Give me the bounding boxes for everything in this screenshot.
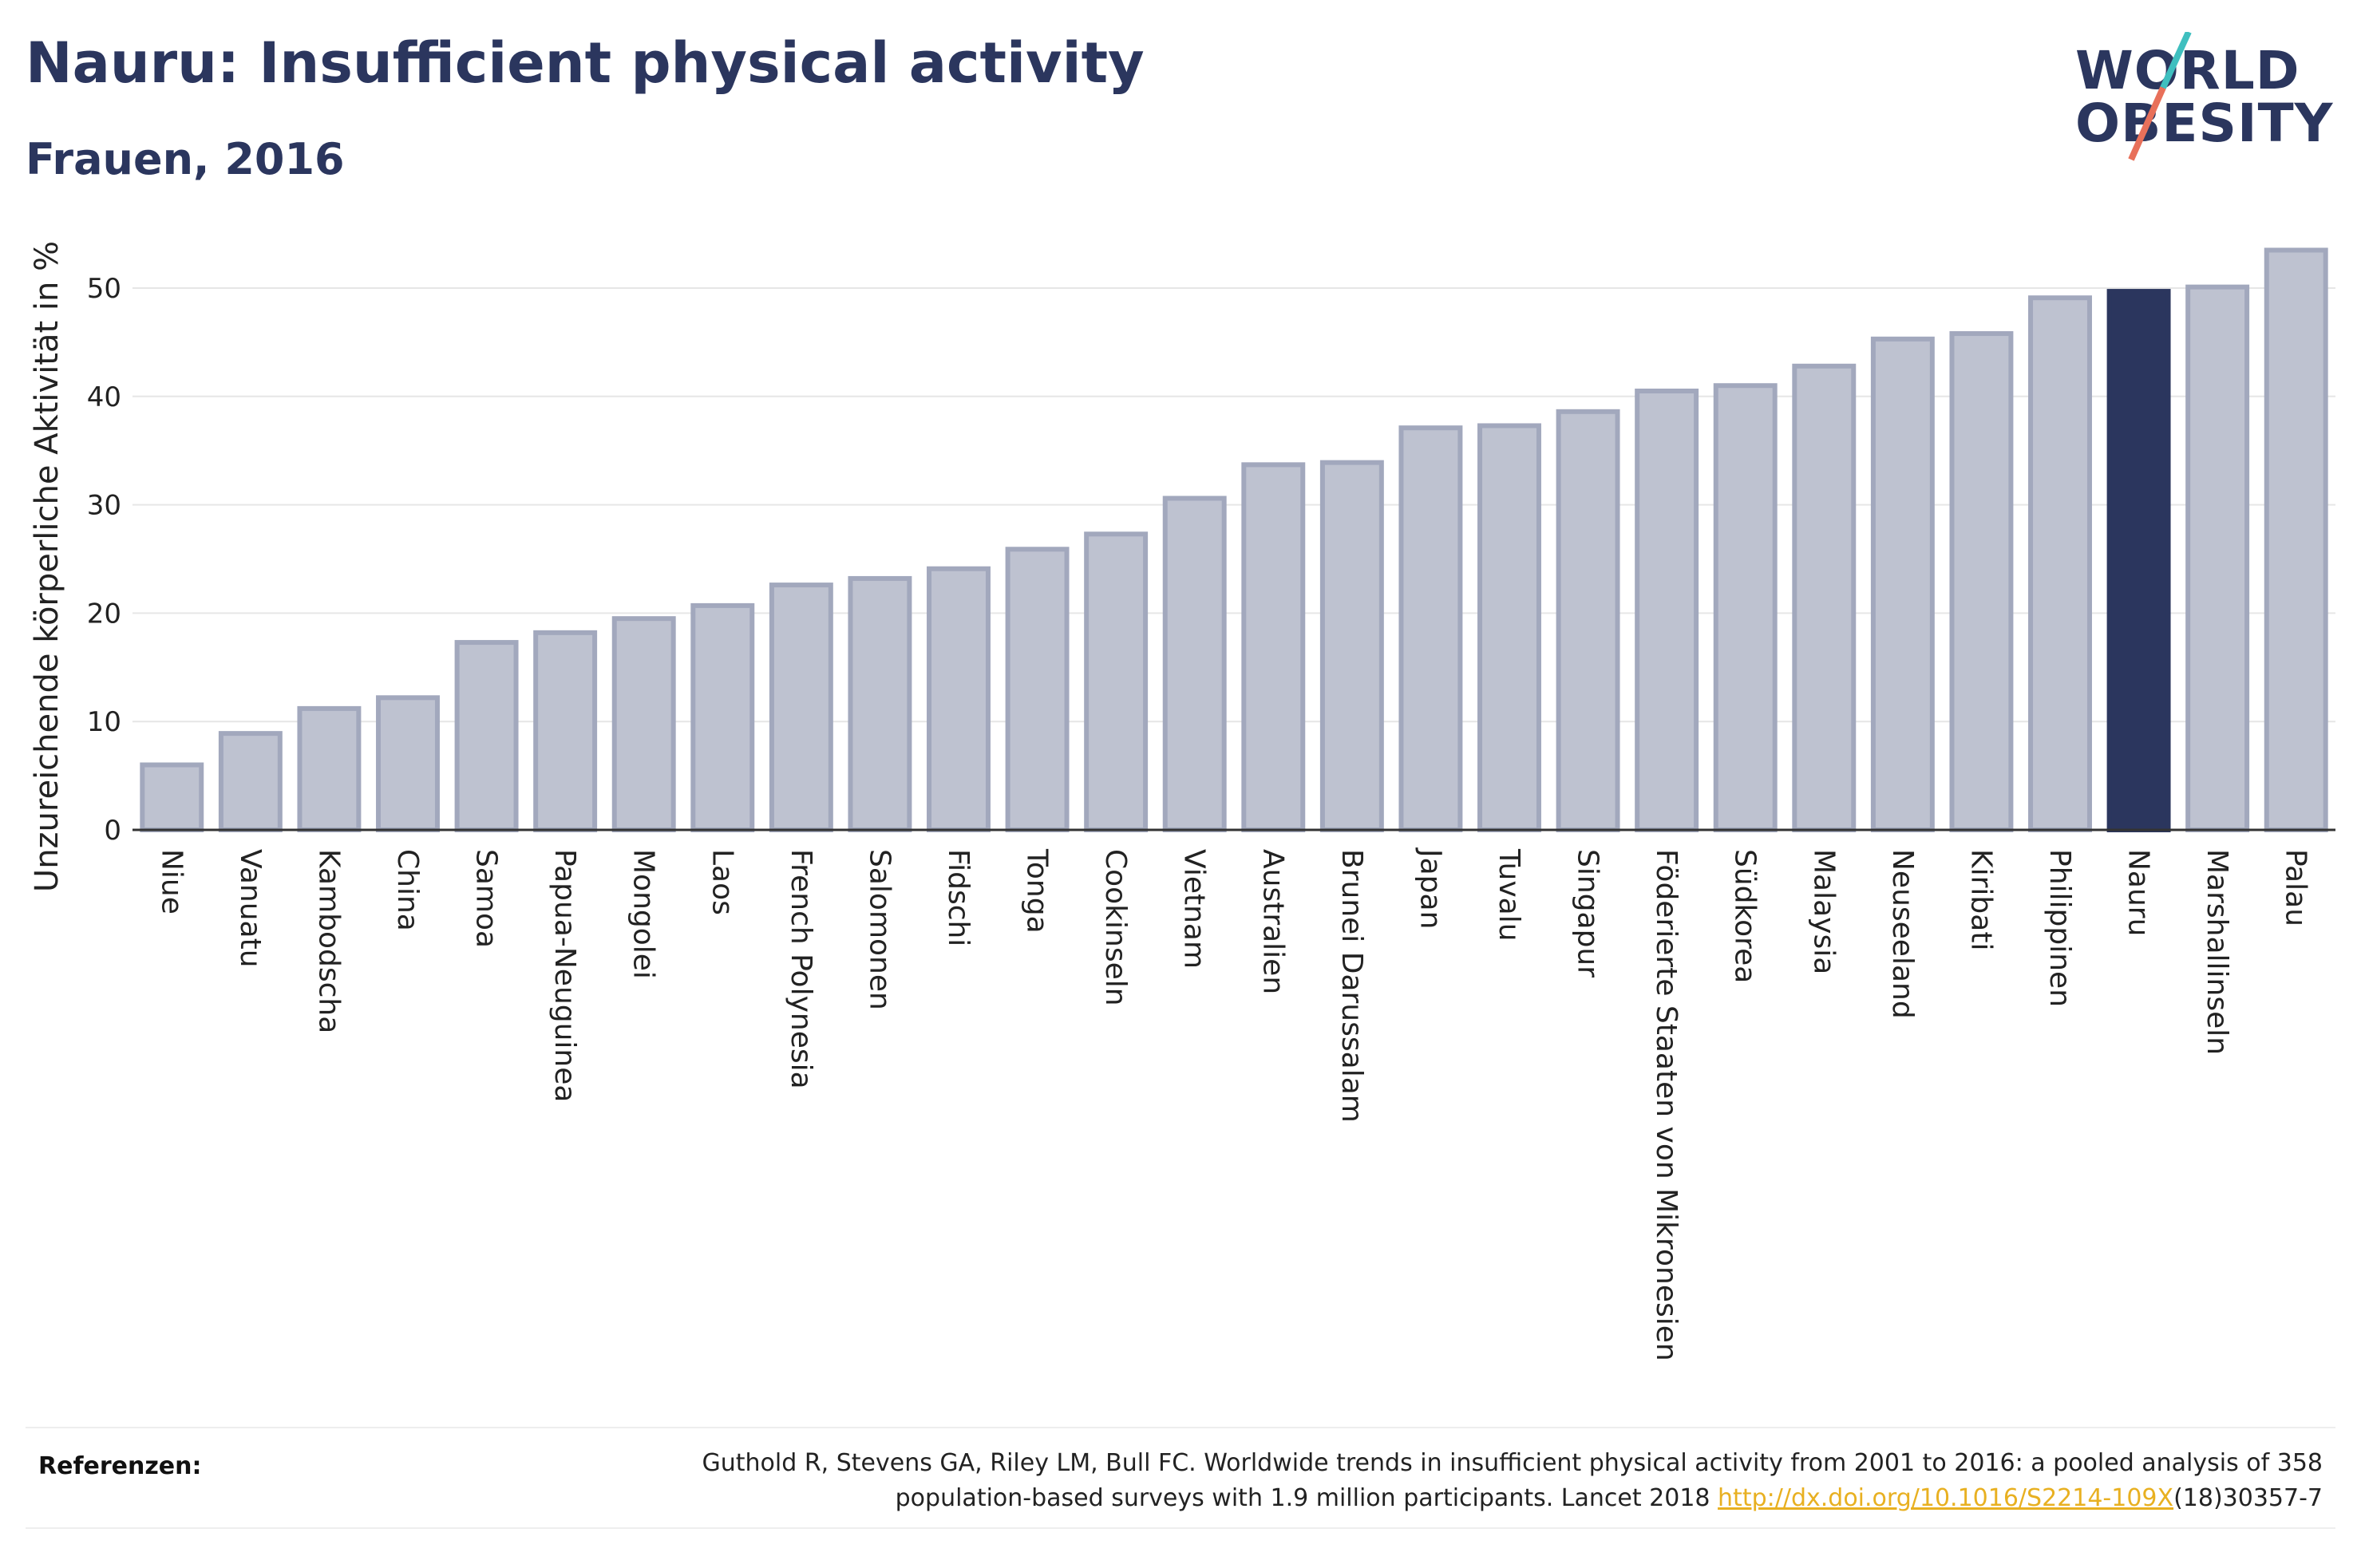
citation-line-2-end: (18)30357-7 xyxy=(2173,1484,2323,1512)
bar xyxy=(297,705,362,832)
x-tick-label: Samoa xyxy=(470,849,503,948)
x-tick-label: Nauru xyxy=(2122,849,2155,936)
x-tick-label: Kiribati xyxy=(1964,849,1997,950)
y-tick-label: 40 xyxy=(87,381,121,413)
bar xyxy=(927,566,991,832)
x-tick-label: Marshallinseln xyxy=(2201,849,2233,1055)
x-tick-label: Fidschi xyxy=(942,849,975,946)
bar xyxy=(454,640,519,832)
x-tick-label: Föderierte Staaten von Mikronesien xyxy=(1650,849,1683,1361)
bar xyxy=(1398,425,1463,832)
bar xyxy=(1556,409,1620,832)
x-tick-label: Vietnam xyxy=(1178,849,1211,969)
bar xyxy=(1005,547,1070,832)
x-tick-label: Cookinseln xyxy=(1099,849,1132,1006)
x-tick-label: Japan xyxy=(1414,847,1446,929)
chart-subtitle: Frauen, 2016 xyxy=(26,134,345,184)
bar xyxy=(533,630,598,832)
x-tick-label: Papua-Neuguinea xyxy=(548,849,581,1102)
bar xyxy=(1870,336,1935,832)
bar xyxy=(1477,423,1541,832)
world-obesity-logo: WORLD OBESITY xyxy=(2075,32,2347,176)
x-tick-label: Malaysia xyxy=(1807,849,1840,974)
bar xyxy=(690,602,755,832)
references-citation: Guthold R, Stevens GA, Riley LM, Bull FC… xyxy=(527,1446,2323,1516)
references-box: Referenzen: Guthold R, Stevens GA, Riley… xyxy=(26,1427,2335,1529)
x-tick-label: China xyxy=(391,849,424,931)
x-tick-label: Philippinen xyxy=(2043,849,2076,1007)
x-tick-label: Niue xyxy=(155,849,188,914)
y-axis-title: Unzureichende körperliche Aktivität in % xyxy=(29,241,65,892)
bar xyxy=(1162,496,1227,833)
bar xyxy=(376,695,440,832)
citation-line-2-start: population-based surveys with 1.9 millio… xyxy=(895,1484,1718,1512)
logo-slash-icon xyxy=(2128,32,2192,161)
x-tick-label: Palau xyxy=(2280,849,2312,926)
chart-title: Nauru: Insufficient physical activity xyxy=(26,30,1145,96)
x-tick-label: Singapur xyxy=(1572,849,1604,978)
x-tick-label: Vanuatu xyxy=(234,849,267,968)
bar xyxy=(1241,462,1306,832)
bar xyxy=(1319,460,1384,832)
bar xyxy=(611,616,676,832)
bar xyxy=(140,762,204,833)
x-tick-label: Mongolei xyxy=(627,849,660,979)
logo-text-world: WORLD xyxy=(2075,40,2300,101)
y-tick-label: 30 xyxy=(87,490,121,522)
bar xyxy=(769,583,833,832)
doi-link[interactable]: http://dx.doi.org/10.1016/S2214-109X xyxy=(1718,1484,2174,1512)
logo-text-obesity: OBESITY xyxy=(2075,93,2334,154)
y-tick-label: 0 xyxy=(104,815,121,847)
bar xyxy=(1084,531,1149,832)
x-tick-label: Australien xyxy=(1256,849,1289,994)
bar xyxy=(2264,247,2328,833)
bar xyxy=(218,731,283,832)
bar xyxy=(1949,331,2014,832)
bar xyxy=(1713,383,1778,833)
bar xyxy=(1792,363,1857,832)
bar xyxy=(848,575,912,832)
x-tick-label: Tuvalu xyxy=(1493,848,1525,942)
x-tick-label: Tonga xyxy=(1021,848,1054,934)
x-tick-label: Brunei Darussalam xyxy=(1335,849,1368,1123)
bar-highlight xyxy=(2106,289,2171,833)
y-tick-label: 50 xyxy=(87,273,121,305)
y-tick-label: 10 xyxy=(87,706,121,738)
x-tick-label: Laos xyxy=(706,849,738,915)
x-tick-label: Neuseeland xyxy=(1886,849,1919,1019)
x-tick-label: Südkorea xyxy=(1729,849,1762,983)
x-tick-label: Salomonen xyxy=(863,849,896,1010)
bar-chart: 0 10 20 30 40 50 Unzureichende körperliche Akt… xyxy=(29,241,2335,1361)
x-tick-label: Kambodscha xyxy=(312,849,345,1033)
x-tick-label: French Polynesia xyxy=(785,849,817,1089)
bar xyxy=(2185,284,2250,832)
citation-line-1: Guthold R, Stevens GA, Riley LM, Bull FC… xyxy=(702,1449,2323,1477)
y-tick-label: 20 xyxy=(87,598,121,630)
bar xyxy=(1635,389,1699,832)
bar xyxy=(2028,295,2092,832)
references-label: Referenzen: xyxy=(38,1452,202,1480)
